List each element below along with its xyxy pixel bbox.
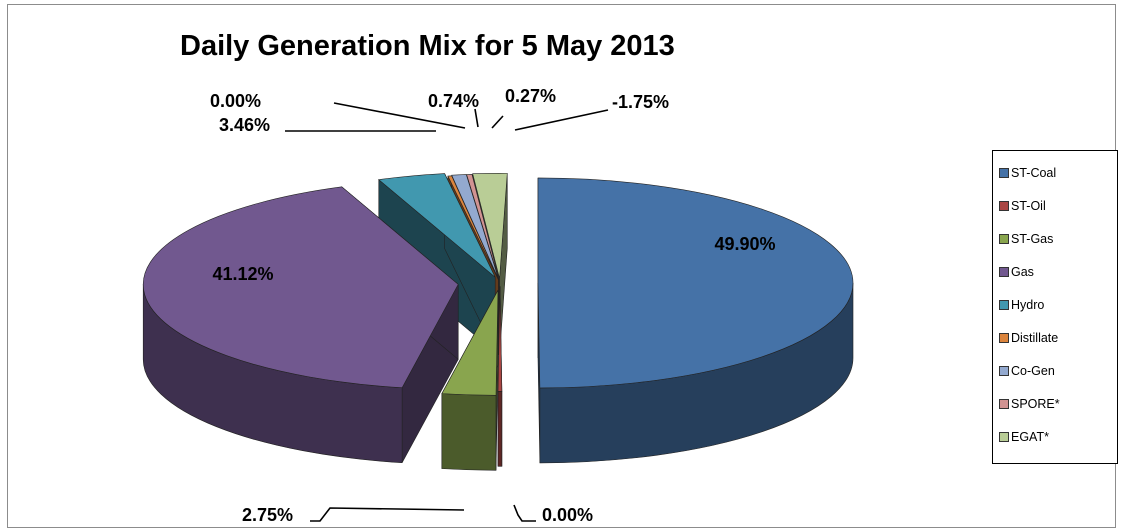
data-label-co-gen: 0.74% (428, 91, 479, 111)
data-label-distillate: 0.00% (542, 505, 593, 525)
legend-item-st-gas: ST-Gas (999, 231, 1053, 247)
legend-swatch (999, 300, 1009, 310)
data-label-hydro: 3.46% (219, 115, 270, 135)
slice-st-coal (537, 177, 854, 389)
data-label-spore-: 0.27% (505, 86, 556, 106)
leader-line-egat- (514, 109, 609, 131)
legend-item-co-gen: Co-Gen (999, 363, 1055, 379)
legend-label: ST-Gas (1011, 232, 1054, 246)
legend-label: ST-Oil (1011, 199, 1046, 213)
legend-item-egat-: EGAT* (999, 429, 1049, 445)
leader-lines (285, 102, 609, 522)
data-label-st-coal: 49.90% (714, 234, 775, 254)
slice-side-st-oil-rim-0 (497, 391, 503, 467)
data-labels: 49.90% 0.00% 2.75% 41.12% 3.46% 0.00% 0.74% 0.2… (210, 86, 776, 525)
slice-spore- (466, 174, 500, 280)
leader-line-st-gas (310, 507, 465, 522)
data-label-egat-: -1.75% (612, 92, 669, 112)
slice-distillate (447, 175, 499, 280)
legend-swatch (999, 333, 1009, 343)
legend-swatch (999, 201, 1009, 211)
legend-item-hydro: Hydro (999, 297, 1044, 313)
data-label-st-gas: 2.75% (242, 505, 293, 525)
slice-st-oil (497, 286, 503, 392)
leader-line-st-oil (333, 102, 466, 129)
legend-label: EGAT* (1011, 430, 1049, 444)
legend-label: SPORE* (1011, 397, 1060, 411)
legend-item-st-oil: ST-Oil (999, 198, 1046, 214)
slice-st-gas (441, 290, 499, 396)
legend-swatch (999, 399, 1009, 409)
legend-swatch (999, 267, 1009, 277)
legend-item-spore-: SPORE* (999, 396, 1060, 412)
leader-line-co-gen (474, 108, 479, 128)
legend-swatch (999, 234, 1009, 244)
legend-label: Hydro (1011, 298, 1045, 312)
legend-swatch (999, 432, 1009, 442)
legend: ST-Coal ST-Oil ST-Gas Gas Hydro Distillate Co-… (992, 150, 1118, 464)
legend-item-st-coal: ST-Coal (999, 165, 1056, 181)
slice-side-st-gas-rim-0 (441, 393, 497, 471)
legend-swatch (999, 168, 1009, 178)
slice-egat- (472, 173, 508, 279)
chart-title: Daily Generation Mix for 5 May 2013 (180, 30, 675, 62)
legend-item-distillate: Distillate (999, 330, 1058, 346)
slice-gas (142, 186, 459, 389)
legend-label: Gas (1011, 265, 1034, 279)
slice-co-gen (451, 174, 499, 280)
data-label-gas: 41.12% (212, 264, 273, 284)
legend-label: Distillate (1011, 331, 1059, 345)
leader-line-distillate (513, 504, 536, 522)
pie-tops (142, 173, 854, 396)
slice-hydro (378, 173, 496, 278)
legend-item-gas: Gas (999, 264, 1034, 280)
leader-line-spore- (491, 115, 504, 129)
data-label-st-oil: 0.00% (210, 91, 261, 111)
legend-label: Co-Gen (1011, 364, 1055, 378)
legend-label: ST-Coal (1011, 166, 1057, 180)
legend-swatch (999, 366, 1009, 376)
